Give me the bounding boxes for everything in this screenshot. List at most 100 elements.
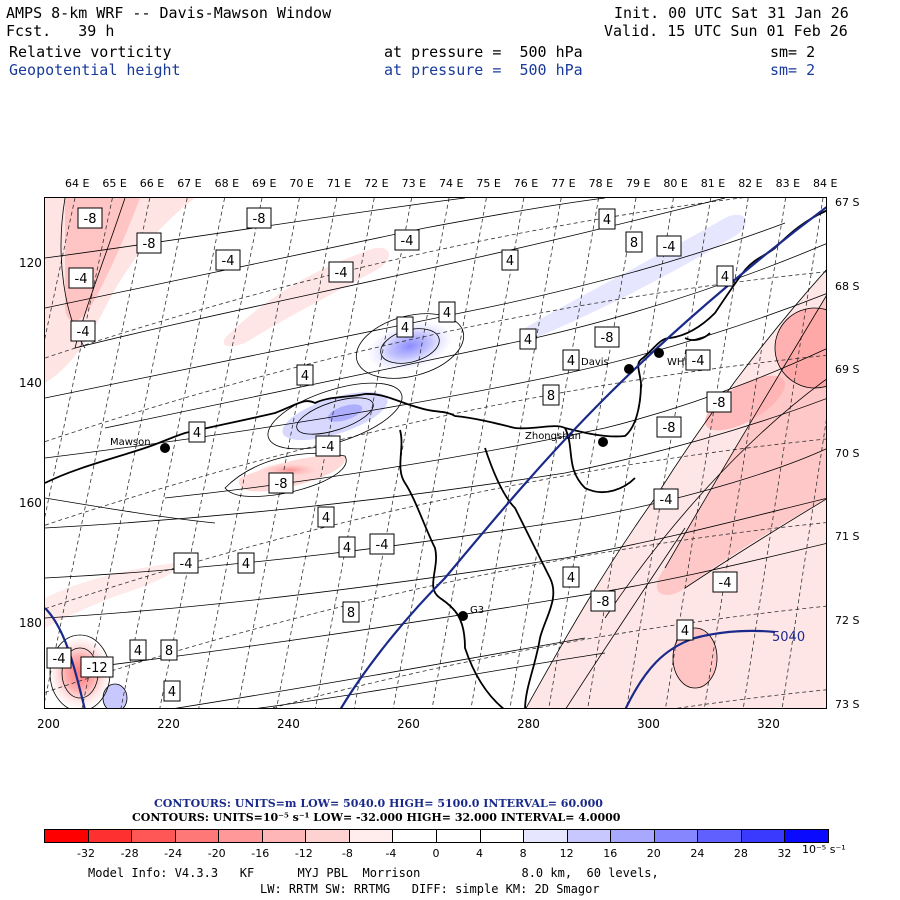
top-lon-label: 67 E <box>177 177 202 190</box>
meridian-line <box>120 198 225 708</box>
height-contour-info: CONTOURS: UNITS=m LOW= 5040.0 HIGH= 5100… <box>154 797 603 810</box>
contour-label: -4 <box>173 552 199 574</box>
svg-text:4: 4 <box>443 306 451 321</box>
svg-text:4: 4 <box>567 571 575 586</box>
parallel-line <box>270 605 826 708</box>
contour-label: -4 <box>653 488 679 510</box>
contour-label: -4 <box>656 235 682 257</box>
neg-vorticity-region-sw <box>45 563 177 628</box>
color-bar-tick-label: -28 <box>120 847 139 860</box>
top-lon-label: 77 E <box>551 177 576 190</box>
meridian-line <box>45 198 151 702</box>
color-bar-tick-label: -4 <box>385 847 397 860</box>
svg-text:-8: -8 <box>143 237 156 252</box>
color-bar-segment <box>174 829 220 843</box>
top-lon-label: 82 E <box>738 177 763 190</box>
bottom-x-label: 200 <box>37 717 60 731</box>
plot-title: AMPS 8-km WRF -- Davis-Mawson Window <box>6 4 332 22</box>
color-bar-segment <box>523 829 568 843</box>
color-bar-tick-label: 24 <box>690 847 705 860</box>
forecast-hour: Fcst. 39 h <box>6 22 115 40</box>
contour-label: -4 <box>70 320 96 342</box>
init-time: Init. 00 UTC Sat 31 Jan 26 <box>614 4 849 22</box>
svg-text:-12: -12 <box>86 661 107 676</box>
contour-label: -8 <box>656 416 682 438</box>
svg-text:-4: -4 <box>660 493 673 508</box>
svg-text:4: 4 <box>168 685 176 700</box>
svg-text:4: 4 <box>343 541 351 556</box>
top-lon-label: 84 E <box>813 177 838 190</box>
bottom-x-label: 280 <box>517 717 540 731</box>
color-bar-segment <box>697 829 742 843</box>
meridian-line <box>626 198 712 708</box>
station-label: G3 <box>470 605 484 616</box>
color-bar-segment <box>653 829 699 843</box>
color-bar-segment <box>784 829 829 843</box>
color-bar-tick-label: 12 <box>559 847 574 860</box>
neg-vorticity-core-east <box>775 308 826 388</box>
meridian-line <box>159 198 263 708</box>
svg-text:4: 4 <box>524 333 532 348</box>
top-lon-label: 76 E <box>513 177 539 190</box>
svg-text:-4: -4 <box>322 440 335 455</box>
color-bar-segment <box>740 829 786 843</box>
color-bar-segment <box>261 829 307 843</box>
color-bar-segment <box>610 829 655 843</box>
top-lon-label: 83 E <box>775 177 801 190</box>
svg-text:-4: -4 <box>53 652 66 667</box>
contour-label: -4 <box>68 267 94 289</box>
contour-label: 4 <box>188 421 206 443</box>
color-bar-tick-label: -8 <box>341 847 353 860</box>
right-lat-label: 68 S <box>835 279 860 293</box>
svg-text:-4: -4 <box>180 557 193 572</box>
contour-label: 8 <box>342 601 360 623</box>
station-dot <box>624 364 634 374</box>
meridian-line <box>45 198 113 518</box>
meridian-line <box>587 198 674 708</box>
color-bar-tick-label: 16 <box>603 847 618 860</box>
top-lon-label: 78 E <box>588 177 614 190</box>
top-lon-label: 64 E <box>65 177 90 190</box>
svg-text:4: 4 <box>134 644 142 659</box>
top-lon-label: 73 E <box>401 177 427 190</box>
svg-text:4: 4 <box>401 321 409 336</box>
parallel-line <box>676 689 826 708</box>
contour-label: -8 <box>594 326 620 348</box>
parallel-line <box>45 438 826 610</box>
contour-label: 4 <box>501 249 519 271</box>
left-y-label: 140 <box>19 376 42 390</box>
svg-text:-8: -8 <box>663 421 676 436</box>
station-label: Davis <box>581 357 609 368</box>
right-lat-label: 72 S <box>835 614 860 627</box>
svg-text:8: 8 <box>165 644 173 659</box>
color-bar-tick-label: 20 <box>646 847 661 860</box>
bottom-x-label: 240 <box>277 717 300 731</box>
contour-label: 4 <box>129 639 147 661</box>
station-dot <box>598 437 608 447</box>
contour-label: -4 <box>712 571 738 593</box>
contour-label: 4 <box>519 328 537 350</box>
neg-vorticity-core-west <box>65 198 140 322</box>
svg-text:4: 4 <box>322 511 330 526</box>
contour-label: 4 <box>562 566 580 588</box>
svg-text:-4: -4 <box>692 354 705 369</box>
meridian-line <box>315 198 412 708</box>
pos-vorticity-core-sw <box>103 684 127 708</box>
color-bar-segment <box>131 829 176 843</box>
right-lat-label: 70 S <box>835 446 860 460</box>
svg-text:4: 4 <box>603 213 611 228</box>
svg-text:-8: -8 <box>84 212 97 227</box>
svg-text:-8: -8 <box>713 396 726 411</box>
station-markers: Mawson Davis WHP Zhongshan G3 <box>110 348 690 621</box>
station-label: WHP <box>667 357 690 368</box>
top-lon-label: 80 E <box>663 177 688 190</box>
top-lon-label: 81 E <box>700 177 726 190</box>
contour-label: -8 <box>706 391 732 413</box>
color-bar-segment <box>392 829 437 843</box>
contour-label: 4 <box>338 536 356 558</box>
contour-label: 8 <box>625 231 643 253</box>
station-label: Mawson <box>110 437 151 448</box>
station-dot <box>160 443 170 453</box>
coastline <box>45 209 826 708</box>
contour-label: 8 <box>542 384 560 406</box>
